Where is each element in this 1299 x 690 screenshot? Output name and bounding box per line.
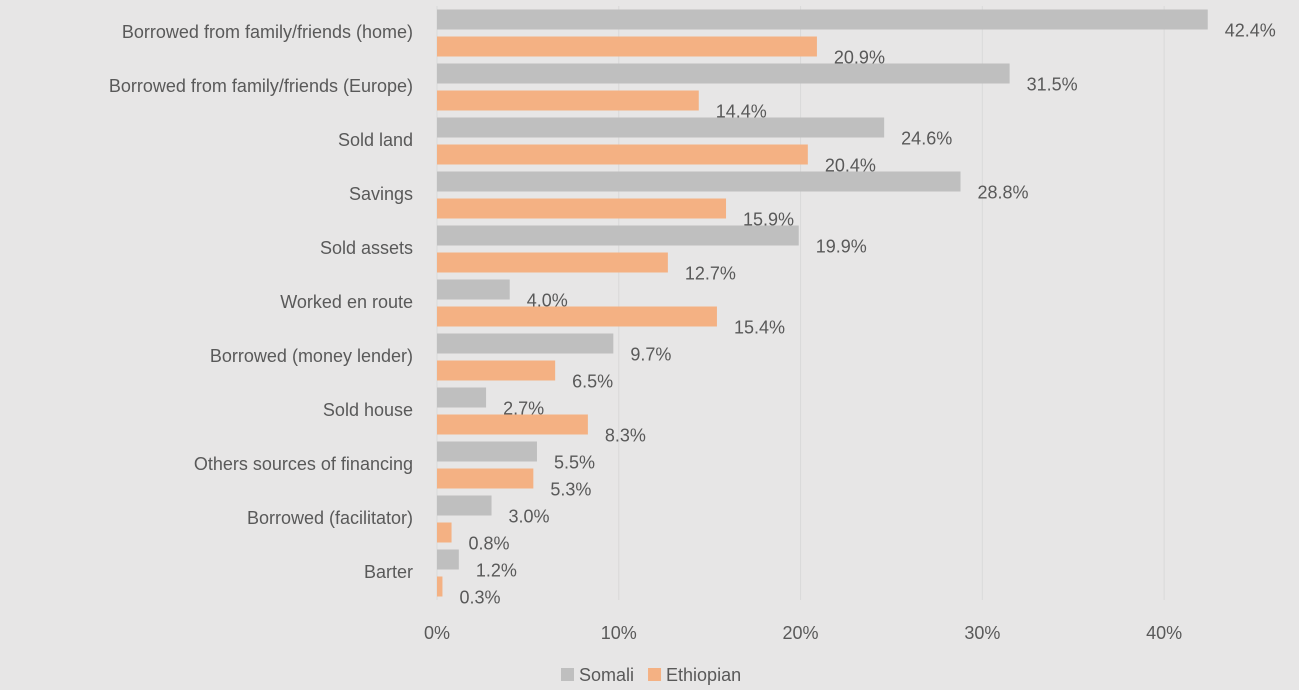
y-tick-label: Others sources of financing bbox=[194, 454, 413, 474]
data-label: 42.4% bbox=[1225, 20, 1276, 40]
bar bbox=[437, 252, 668, 273]
y-tick-label: Worked en route bbox=[280, 292, 413, 312]
x-tick-label: 30% bbox=[964, 623, 1000, 643]
data-label: 12.7% bbox=[685, 263, 736, 283]
bar bbox=[437, 306, 717, 327]
y-tick-label: Sold house bbox=[323, 400, 413, 420]
bar bbox=[437, 9, 1208, 30]
data-label: 1.2% bbox=[476, 560, 517, 580]
y-tick-label: Sold land bbox=[338, 130, 413, 150]
bar bbox=[437, 279, 510, 300]
legend-swatch bbox=[648, 668, 662, 681]
bar bbox=[437, 117, 885, 138]
bar bbox=[437, 225, 799, 246]
data-label: 6.5% bbox=[572, 371, 613, 391]
y-tick-label: Borrowed from family/friends (home) bbox=[122, 22, 413, 42]
x-tick-label: 10% bbox=[601, 623, 637, 643]
x-tick-label: 20% bbox=[783, 623, 819, 643]
legend-label: Somali bbox=[579, 665, 634, 685]
y-tick-label: Barter bbox=[364, 562, 413, 582]
bar bbox=[437, 198, 727, 219]
data-label: 15.9% bbox=[743, 209, 794, 229]
legend-label: Ethiopian bbox=[666, 665, 741, 685]
bar bbox=[437, 414, 588, 435]
bar bbox=[437, 36, 817, 57]
y-tick-label: Borrowed (facilitator) bbox=[247, 508, 413, 528]
bar bbox=[437, 387, 487, 408]
bar bbox=[437, 495, 492, 516]
data-label: 20.9% bbox=[834, 47, 885, 67]
data-label: 14.4% bbox=[716, 101, 767, 121]
data-label: 2.7% bbox=[503, 398, 544, 418]
data-label: 20.4% bbox=[825, 155, 876, 175]
data-label: 5.3% bbox=[550, 479, 591, 499]
bar bbox=[437, 360, 556, 381]
x-tick-label: 0% bbox=[424, 623, 450, 643]
bar bbox=[437, 333, 614, 354]
bar bbox=[437, 522, 452, 543]
bar bbox=[437, 441, 537, 462]
data-label: 0.8% bbox=[469, 533, 510, 553]
bar bbox=[437, 171, 961, 192]
y-tick-label: Borrowed (money lender) bbox=[210, 346, 413, 366]
data-label: 8.3% bbox=[605, 425, 646, 445]
bar bbox=[437, 576, 443, 597]
bar bbox=[437, 144, 808, 165]
data-label: 28.8% bbox=[978, 182, 1029, 202]
data-label: 3.0% bbox=[509, 506, 550, 526]
data-label: 4.0% bbox=[527, 290, 568, 310]
x-tick-label: 40% bbox=[1146, 623, 1182, 643]
data-label: 31.5% bbox=[1027, 74, 1078, 94]
legend-swatch bbox=[561, 668, 574, 681]
data-label: 15.4% bbox=[734, 317, 785, 337]
bar bbox=[437, 90, 699, 111]
data-label: 5.5% bbox=[554, 452, 595, 472]
data-label: 19.9% bbox=[816, 236, 867, 256]
bar bbox=[437, 549, 459, 570]
y-tick-label: Savings bbox=[349, 184, 413, 204]
y-tick-label: Sold assets bbox=[320, 238, 413, 258]
data-label: 0.3% bbox=[459, 587, 500, 607]
data-label: 9.7% bbox=[630, 344, 671, 364]
data-label: 24.6% bbox=[901, 128, 952, 148]
bar bbox=[437, 468, 534, 489]
bar bbox=[437, 63, 1010, 84]
y-tick-label: Borrowed from family/friends (Europe) bbox=[109, 76, 413, 96]
